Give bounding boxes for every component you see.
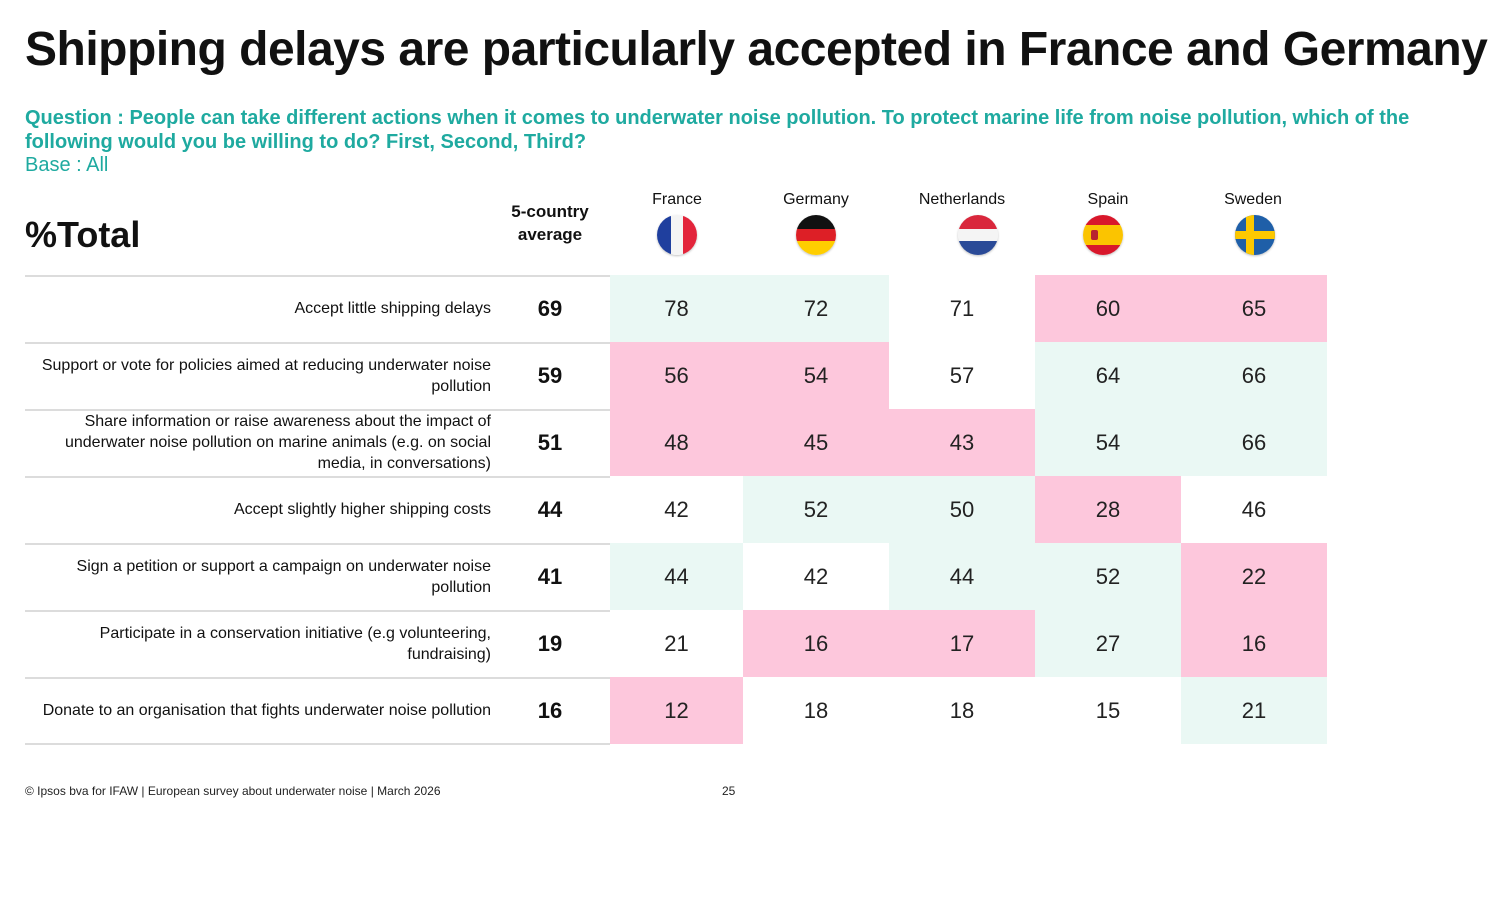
column-header-spain: Spain xyxy=(1035,191,1181,255)
cell-spain: 60 xyxy=(1035,275,1181,342)
row-label: Accept slightly higher shipping costs xyxy=(233,501,491,518)
table-row: Accept slightly higher shipping costs 44 4… xyxy=(25,476,1327,543)
cell-sweden: 46 xyxy=(1181,476,1327,543)
row-label: Support or vote for policies aimed at re… xyxy=(41,356,491,395)
cell-netherlands: 17 xyxy=(889,610,1035,677)
column-header-france: France xyxy=(604,191,750,255)
country-name: Germany xyxy=(783,191,849,208)
cell-germany: 52 xyxy=(743,476,889,543)
cell-spain: 54 xyxy=(1035,409,1181,476)
row-divider xyxy=(25,275,610,277)
row-average-value: 41 xyxy=(537,563,563,589)
cell-france: 42 xyxy=(610,476,743,543)
cell-netherlands: 43 xyxy=(889,409,1035,476)
average-header-line2: average xyxy=(517,225,583,244)
cell-sweden: 66 xyxy=(1181,342,1327,409)
country-name: Netherlands xyxy=(918,191,1006,208)
country-name: Sweden xyxy=(1224,191,1282,208)
row-label: Donate to an organisation that fights un… xyxy=(42,702,491,719)
cell-france: 21 xyxy=(610,610,743,677)
page-title: Shipping delays are particularly accepte… xyxy=(25,23,1488,76)
row-label: Share information or raise awareness abo… xyxy=(64,413,491,472)
row-divider xyxy=(25,476,610,478)
column-header-germany: Germany xyxy=(743,191,889,255)
cell-spain: 15 xyxy=(1035,677,1181,744)
row-average-value: 51 xyxy=(537,429,563,455)
row-divider xyxy=(25,610,610,612)
row-label: Accept little shipping delays xyxy=(294,300,491,317)
cell-sweden: 66 xyxy=(1181,409,1327,476)
cell-france: 56 xyxy=(610,342,743,409)
germany-flag-icon xyxy=(796,215,836,255)
cell-france: 12 xyxy=(610,677,743,744)
cell-sweden: 22 xyxy=(1181,543,1327,610)
total-label: %Total xyxy=(25,214,141,255)
average-column-header: 5-country average xyxy=(495,200,605,246)
cell-germany: 72 xyxy=(743,275,889,342)
cell-netherlands: 44 xyxy=(889,543,1035,610)
cell-germany: 54 xyxy=(743,342,889,409)
spain-flag-icon xyxy=(1083,215,1123,255)
base-text: Base : All xyxy=(25,154,109,176)
table-row: Participate in a conservation initiative… xyxy=(25,610,1327,677)
page-number: 25 xyxy=(722,784,736,798)
table-row: Sign a petition or support a campaign on… xyxy=(25,543,1327,610)
cell-netherlands: 57 xyxy=(889,342,1035,409)
cell-germany: 16 xyxy=(743,610,889,677)
cell-spain: 52 xyxy=(1035,543,1181,610)
cell-france: 44 xyxy=(610,543,743,610)
cell-france: 78 xyxy=(610,275,743,342)
question-text: Question : People can take different act… xyxy=(25,107,1410,153)
france-flag-icon xyxy=(657,215,697,255)
row-average-value: 69 xyxy=(537,295,563,321)
row-divider xyxy=(25,342,610,344)
country-name: France xyxy=(652,191,702,208)
cell-germany: 18 xyxy=(743,677,889,744)
cell-france: 48 xyxy=(610,409,743,476)
row-average-value: 16 xyxy=(537,697,563,723)
row-divider xyxy=(25,543,610,545)
netherlands-flag-icon xyxy=(958,215,998,255)
table-row: Support or vote for policies aimed at re… xyxy=(25,342,1327,409)
cell-germany: 42 xyxy=(743,543,889,610)
cell-germany: 45 xyxy=(743,409,889,476)
row-average-value: 59 xyxy=(537,362,563,388)
results-table: Accept little shipping delays 69 78 72 71 60 6… xyxy=(25,275,1327,744)
sweden-flag-icon xyxy=(1235,215,1275,255)
cell-spain: 28 xyxy=(1035,476,1181,543)
table-row: Donate to an organisation that fights un… xyxy=(25,677,1327,744)
cell-netherlands: 71 xyxy=(889,275,1035,342)
row-divider xyxy=(25,677,610,679)
table-row: Accept little shipping delays 69 78 72 71 60 6… xyxy=(25,275,1327,342)
cell-spain: 64 xyxy=(1035,342,1181,409)
cell-spain: 27 xyxy=(1035,610,1181,677)
footer-source: © Ipsos bva for IFAW | European survey a… xyxy=(25,784,441,798)
row-average-value: 44 xyxy=(537,496,563,522)
average-header-line1: 5-country xyxy=(511,202,589,221)
cell-netherlands: 18 xyxy=(889,677,1035,744)
row-label: Sign a petition or support a campaign on… xyxy=(76,557,491,596)
cell-sweden: 21 xyxy=(1181,677,1327,744)
row-average-value: 19 xyxy=(537,630,563,656)
cell-netherlands: 50 xyxy=(889,476,1035,543)
row-label: Participate in a conservation initiative… xyxy=(99,624,491,663)
cell-sweden: 16 xyxy=(1181,610,1327,677)
table-row: Share information or raise awareness abo… xyxy=(25,409,1327,476)
row-divider xyxy=(25,409,610,411)
country-name: Spain xyxy=(1087,191,1129,208)
table-bottom-divider xyxy=(25,743,610,745)
column-header-sweden: Sweden xyxy=(1180,191,1326,255)
cell-sweden: 65 xyxy=(1181,275,1327,342)
column-header-netherlands: Netherlands xyxy=(889,191,1035,255)
